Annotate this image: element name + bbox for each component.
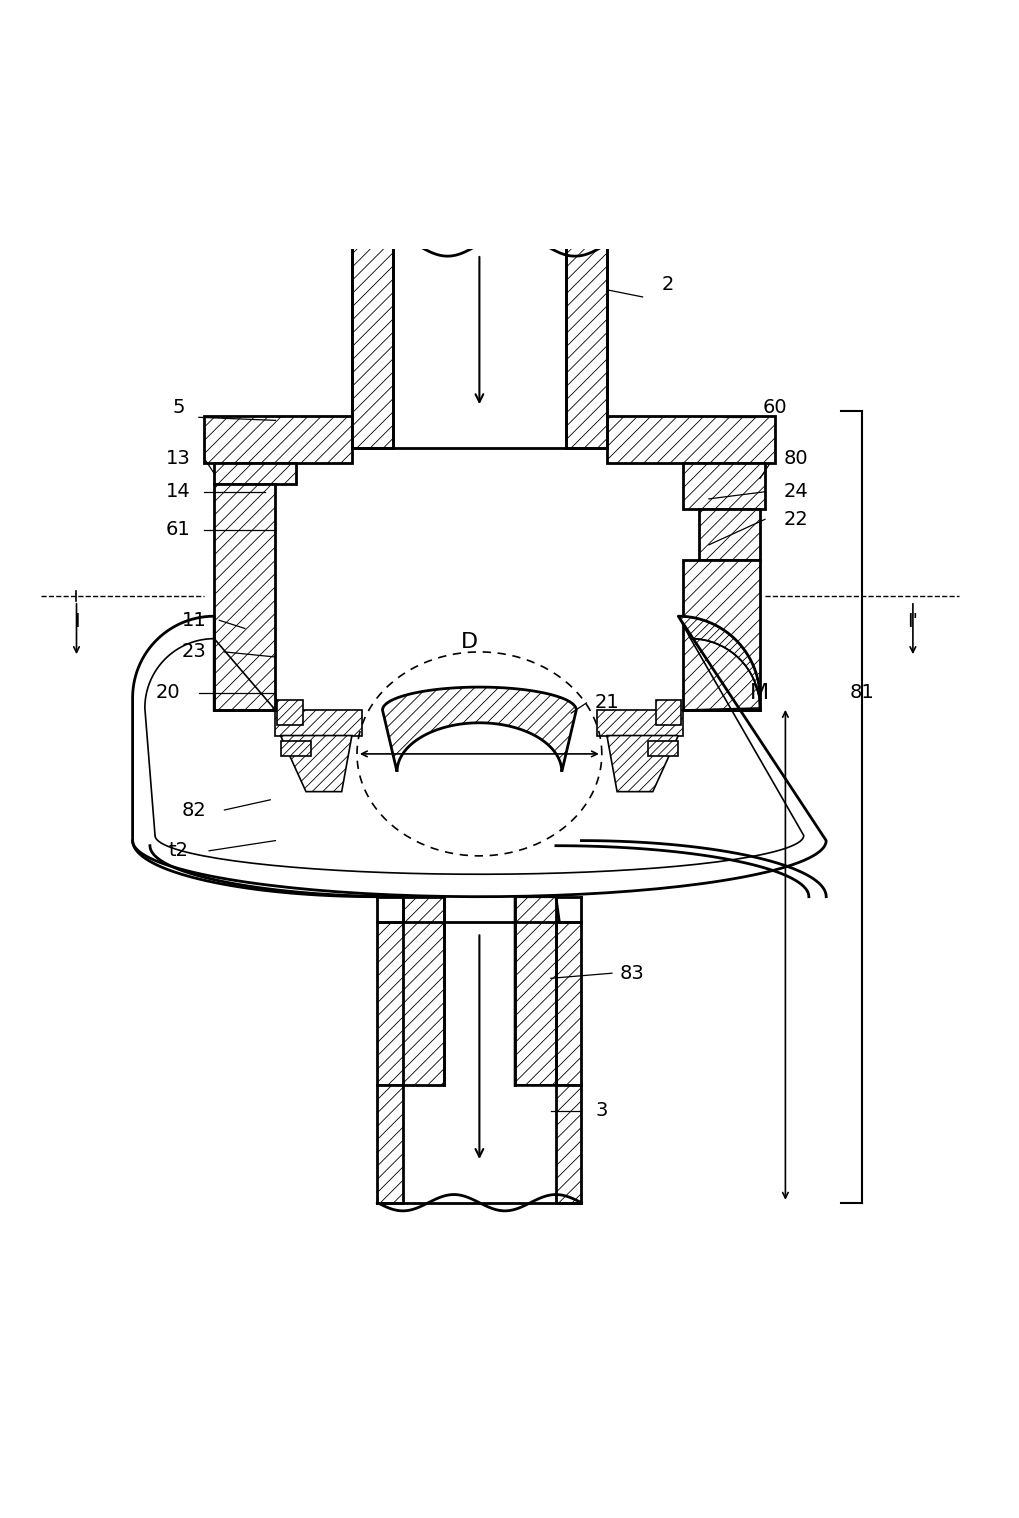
Text: M: M xyxy=(750,683,768,703)
Text: 23: 23 xyxy=(181,642,206,662)
Polygon shape xyxy=(377,1085,403,1202)
Polygon shape xyxy=(555,923,581,1085)
Polygon shape xyxy=(606,416,774,463)
Polygon shape xyxy=(280,741,311,756)
Text: t2: t2 xyxy=(168,841,189,861)
Text: 83: 83 xyxy=(620,964,644,982)
Polygon shape xyxy=(566,229,606,448)
Polygon shape xyxy=(515,897,581,1085)
Polygon shape xyxy=(606,736,678,792)
Text: 80: 80 xyxy=(783,449,807,468)
Text: 14: 14 xyxy=(166,483,191,501)
Text: 2: 2 xyxy=(661,275,674,294)
Text: 81: 81 xyxy=(849,683,873,703)
Polygon shape xyxy=(214,484,275,710)
Polygon shape xyxy=(555,1085,581,1202)
Polygon shape xyxy=(214,463,296,484)
Text: 24: 24 xyxy=(783,483,807,501)
Text: 61: 61 xyxy=(166,521,191,539)
Text: 5: 5 xyxy=(172,398,184,416)
Text: 3: 3 xyxy=(595,1102,607,1120)
Polygon shape xyxy=(647,741,678,756)
Text: I': I' xyxy=(907,612,917,631)
Text: 82: 82 xyxy=(181,800,206,820)
Polygon shape xyxy=(596,710,683,736)
Text: 11: 11 xyxy=(181,610,206,630)
Polygon shape xyxy=(683,560,759,710)
Text: 20: 20 xyxy=(156,683,180,703)
Polygon shape xyxy=(275,710,362,736)
Polygon shape xyxy=(277,700,303,726)
Polygon shape xyxy=(678,616,759,707)
Polygon shape xyxy=(382,688,576,771)
Text: 60: 60 xyxy=(762,398,787,416)
Polygon shape xyxy=(655,700,681,726)
Polygon shape xyxy=(352,229,392,448)
Text: 21: 21 xyxy=(594,694,619,712)
Polygon shape xyxy=(377,897,443,1085)
Polygon shape xyxy=(683,463,764,509)
Polygon shape xyxy=(204,416,352,463)
Text: 13: 13 xyxy=(166,449,191,468)
Polygon shape xyxy=(280,736,352,792)
Polygon shape xyxy=(698,509,759,560)
Text: I: I xyxy=(73,612,79,631)
Text: 22: 22 xyxy=(783,510,807,528)
Text: D: D xyxy=(461,631,477,651)
